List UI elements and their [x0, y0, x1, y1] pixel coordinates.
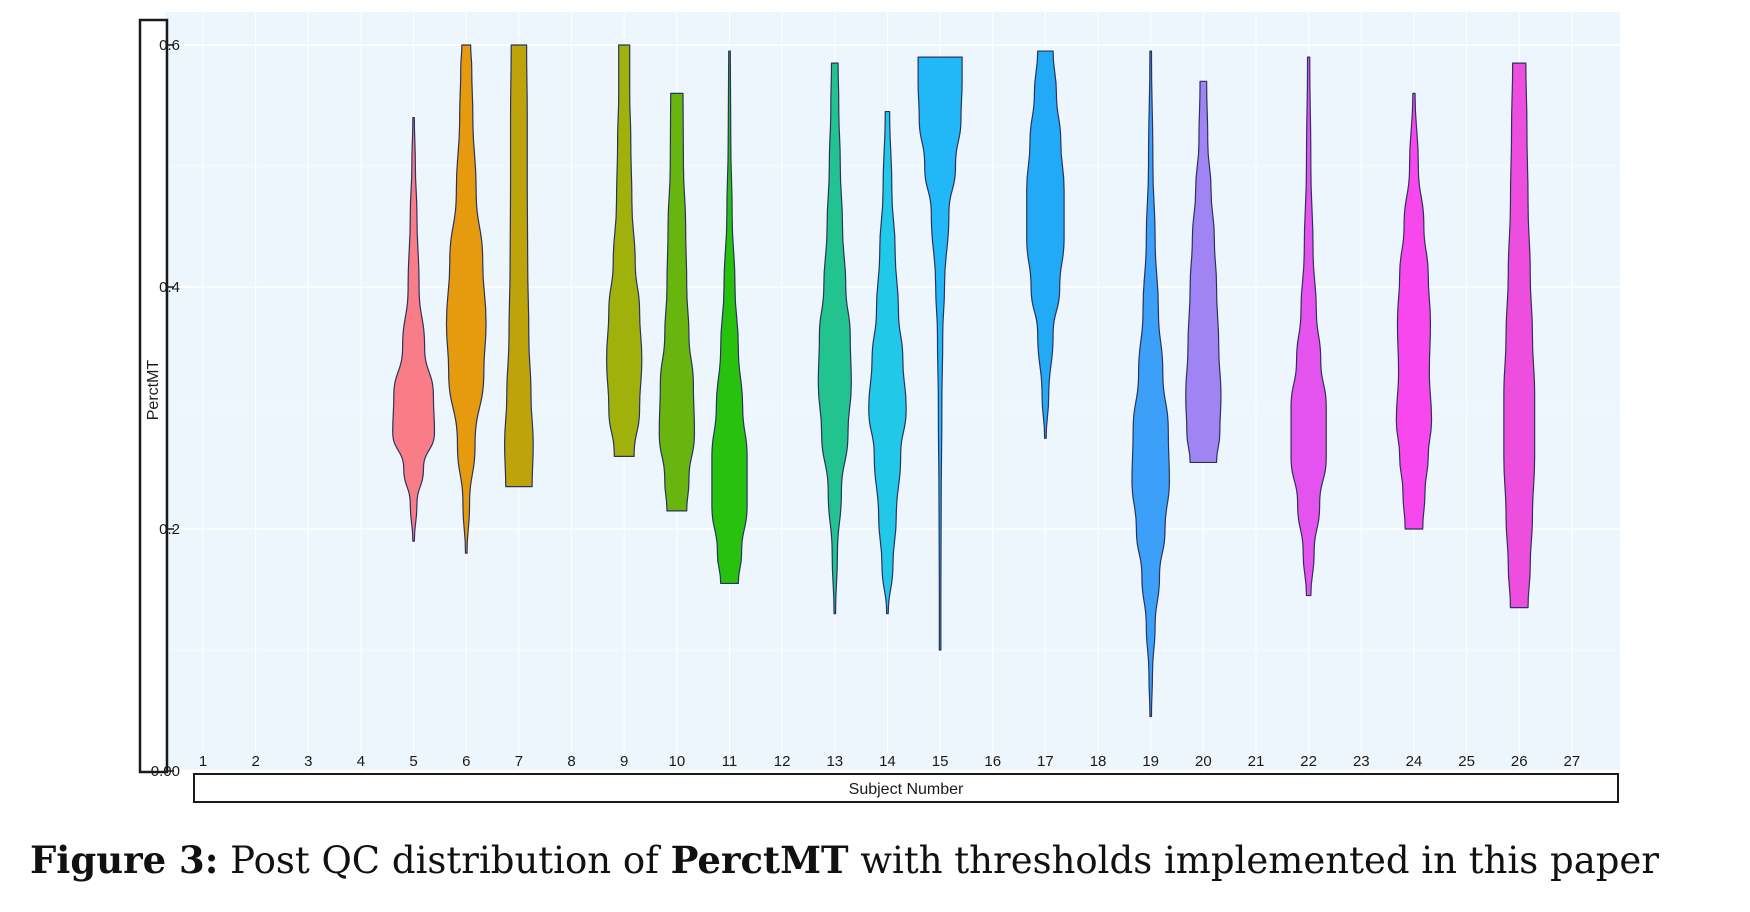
- violin-subject-9: [606, 44, 643, 457]
- x-tick-label: 3: [304, 753, 312, 770]
- x-tick-label: 22: [1300, 753, 1317, 770]
- x-tick-label: 14: [879, 753, 896, 770]
- x-tick-label: 16: [984, 753, 1001, 770]
- x-tick-label: 2: [251, 753, 259, 770]
- x-tick-label: 21: [1248, 753, 1265, 770]
- violins: [392, 44, 1536, 718]
- x-tick-label: 10: [669, 753, 686, 770]
- caption-text-after: with thresholds implemented in this pape…: [848, 839, 1660, 882]
- x-tick-label: 26: [1511, 753, 1528, 770]
- x-tick-label: 6: [462, 753, 470, 770]
- y-axis-bracket: [138, 18, 169, 774]
- violin-subject-26: [1503, 62, 1536, 609]
- violin-subject-10: [658, 92, 696, 512]
- x-tick-label: 9: [620, 753, 628, 770]
- violin-subject-13: [817, 62, 852, 615]
- x-tick-label: 24: [1406, 753, 1423, 770]
- x-ticks: 1 2 3 4 5 6 7 8 9 10 11 12 13 14 15 16 17 18 19 20 21 22 23 24 2…: [199, 753, 1580, 770]
- violin-subject-19: [1131, 50, 1170, 718]
- x-axis-label-box: [193, 773, 1619, 803]
- violin-subject-14: [868, 110, 907, 615]
- caption-metric: PerctMT: [670, 838, 849, 882]
- x-tick-label: 23: [1353, 753, 1370, 770]
- x-tick-label: 15: [932, 753, 949, 770]
- axes: Subject Number PerctMT: [138, 18, 1619, 803]
- y-axis-label: PerctMT: [145, 360, 162, 421]
- x-tick-label: 12: [774, 753, 791, 770]
- x-tick-label: 7: [515, 753, 523, 770]
- x-tick-label: 8: [567, 753, 575, 770]
- violin-subject-5: [392, 117, 436, 542]
- x-tick-label: 25: [1458, 753, 1475, 770]
- x-tick-label: 19: [1142, 753, 1159, 770]
- x-tick-label: 4: [357, 753, 365, 770]
- x-tick-label: 20: [1195, 753, 1212, 770]
- violin-subject-17: [1026, 50, 1065, 439]
- y-tick-label: 0.00: [151, 763, 180, 780]
- x-axis-label: Subject Number: [849, 781, 964, 798]
- x-tick-label: 17: [1037, 753, 1054, 770]
- x-tick-label: 1: [199, 753, 207, 770]
- violin-subject-6: [445, 44, 487, 554]
- caption-label: Figure 3:: [30, 838, 219, 882]
- violin-subject-7: [504, 44, 534, 488]
- caption-text-before: Post QC distribution of: [218, 839, 671, 882]
- figure-caption: Figure 3: Post QC distribution of PerctM…: [30, 838, 1750, 882]
- violin-subject-20: [1185, 80, 1222, 464]
- x-tick-label: 5: [409, 753, 417, 770]
- x-tick-label: 13: [826, 753, 843, 770]
- x-tick-label: 27: [1564, 753, 1581, 770]
- x-tick-label: 11: [722, 753, 738, 770]
- violin-subject-15: [917, 56, 963, 651]
- violin-subject-22: [1290, 56, 1327, 597]
- violin-subject-11: [711, 50, 748, 585]
- x-tick-label: 18: [1090, 753, 1107, 770]
- violin-subject-24: [1395, 92, 1433, 530]
- y-ticks: 0.000.20.40.6: [151, 37, 180, 780]
